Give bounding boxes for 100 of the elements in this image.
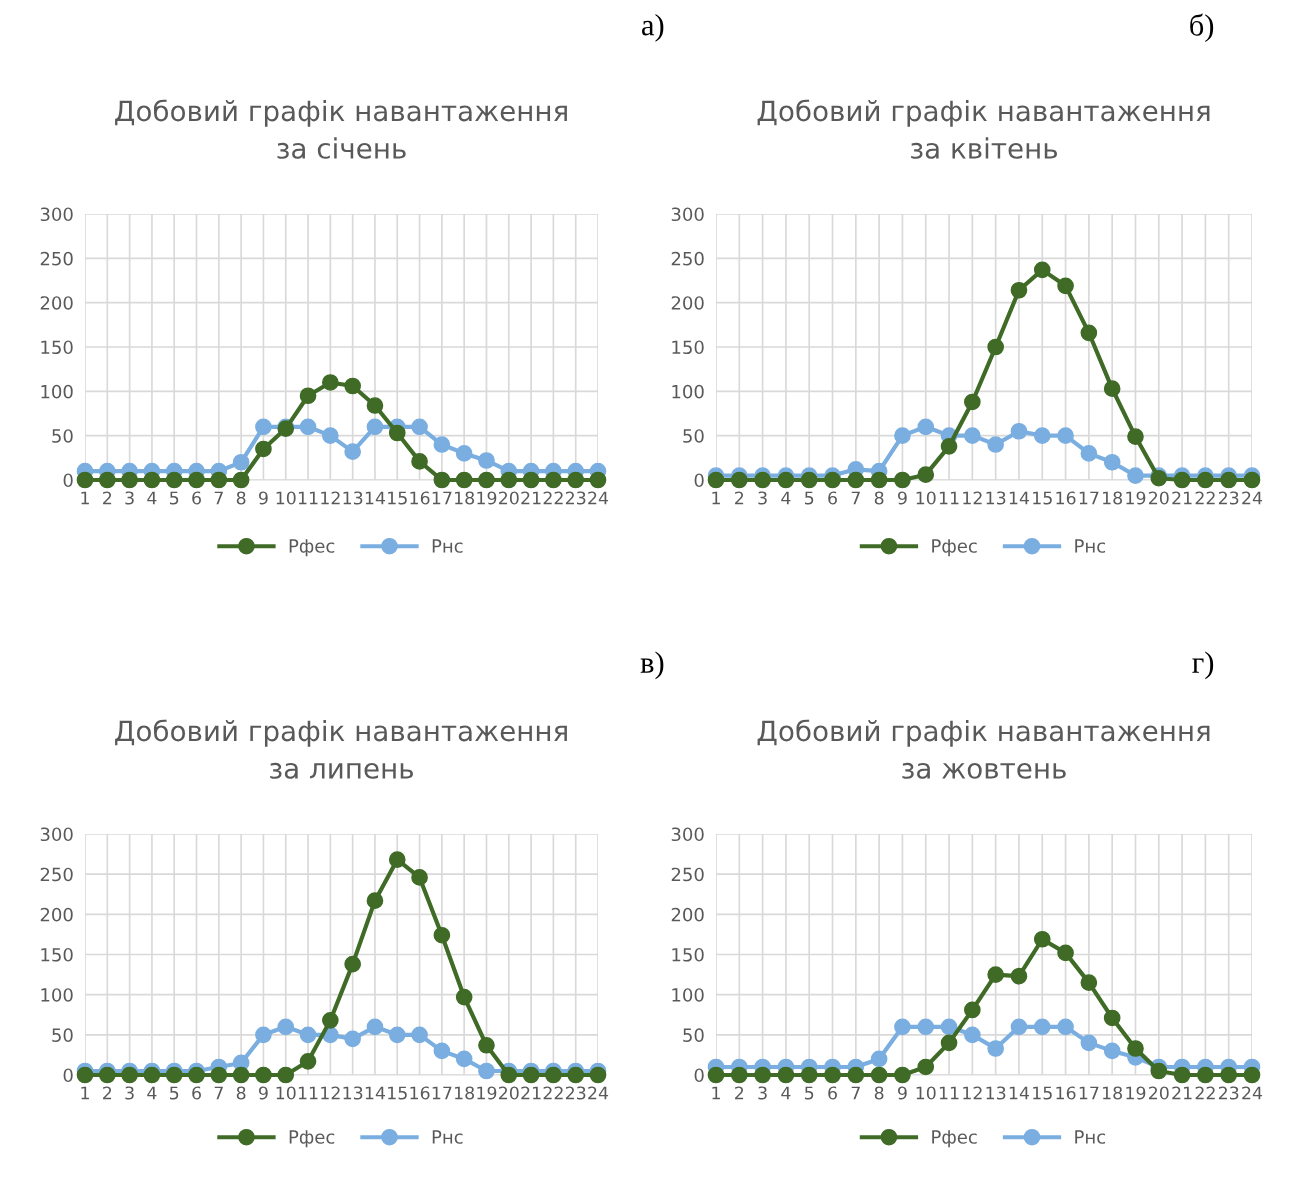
point: [1033, 427, 1051, 445]
x-tick-label: 22: [1195, 1086, 1215, 1100]
y-tick-label: 200: [671, 907, 704, 922]
point: [964, 1001, 981, 1019]
x-tick-label: 23: [565, 1086, 586, 1100]
x-tick-label: 10: [276, 1086, 296, 1100]
point: [917, 1058, 935, 1076]
point: [344, 955, 361, 973]
x-tick-label: 10: [276, 491, 296, 505]
point: [567, 1066, 585, 1084]
x-tick-label: 11: [298, 1086, 318, 1100]
point: [800, 1066, 818, 1084]
x-tick-label: 18: [1103, 491, 1123, 505]
point: [545, 471, 562, 489]
y-tick-label: 300: [671, 827, 704, 842]
point: [545, 1066, 562, 1084]
x-tick-label: 13: [343, 1086, 363, 1100]
point: [255, 440, 272, 458]
point: [1127, 428, 1144, 445]
point: [232, 471, 250, 489]
x-tick-label: 12: [321, 491, 340, 505]
x-tick-label: 15: [1033, 1086, 1052, 1100]
point: [188, 471, 205, 489]
point: [964, 393, 981, 411]
x-tick-label: 5: [805, 491, 814, 505]
point: [478, 1036, 495, 1054]
x-tick-label: 3: [758, 491, 767, 505]
y-tick-label: 100: [672, 988, 704, 1002]
point: [589, 1066, 607, 1084]
point: [964, 427, 981, 445]
point: [188, 1066, 205, 1084]
point: [366, 397, 384, 414]
x-tick-label: 19: [477, 1086, 497, 1100]
x-tick-label: 20: [499, 1086, 519, 1100]
y-tick-label: 150: [672, 340, 704, 355]
point: [366, 892, 384, 910]
y-tick-label: 250: [671, 867, 704, 882]
point: [478, 452, 495, 469]
x-tick-label: 14: [365, 491, 386, 505]
point: [1033, 1018, 1051, 1036]
x-tick-label: 1: [712, 491, 720, 505]
x-tick-label: 13: [986, 491, 1006, 505]
point: [1197, 471, 1214, 489]
point: [1103, 1042, 1121, 1060]
point: [1243, 1066, 1261, 1084]
point: [1057, 277, 1074, 295]
x-tick-label: 6: [192, 491, 201, 505]
x-tick-label: 21: [1172, 1086, 1192, 1100]
point: [255, 418, 272, 436]
point: [777, 1066, 795, 1084]
point: [522, 1066, 540, 1084]
x-tick-label: 1: [712, 1086, 720, 1100]
point: [433, 436, 451, 453]
x-tick-label: 16: [1056, 1086, 1076, 1100]
x-tick-label: 17: [1079, 491, 1099, 505]
point: [478, 1062, 495, 1080]
x-tick-label: 13: [986, 1086, 1006, 1100]
point: [1057, 1018, 1074, 1036]
x-tick-label: 15: [388, 491, 407, 505]
point: [1057, 427, 1074, 445]
point: [707, 1066, 725, 1084]
x-tick-label: 14: [1009, 1086, 1030, 1100]
x-tick-label: 21: [521, 1086, 541, 1100]
point: [940, 1018, 958, 1036]
point: [870, 1050, 888, 1068]
x-tick-label: 12: [321, 1086, 340, 1100]
x-tick-label: 2: [735, 491, 744, 505]
x-tick-label: 17: [1079, 1086, 1099, 1100]
x-tick-label: 6: [192, 1086, 201, 1100]
point: [433, 926, 451, 944]
y-tick-label: 200: [671, 296, 704, 310]
x-tick-label: 11: [939, 1086, 959, 1100]
x-tick-label: 5: [170, 1086, 179, 1100]
x-tick-label: 4: [147, 1086, 157, 1100]
x-tick-label: 9: [898, 491, 907, 505]
x-tick-label: 18: [1103, 1086, 1123, 1100]
x-tick-label: 2: [103, 1086, 112, 1100]
point: [894, 471, 911, 489]
point: [388, 1026, 406, 1044]
x-tick-label: 23: [1218, 491, 1239, 505]
x-tick-label: 10: [916, 491, 936, 505]
x-tick-label: 3: [125, 1086, 134, 1100]
x-tick-label: 11: [939, 491, 959, 505]
point: [210, 1066, 228, 1084]
x-tick-label: 1: [81, 1086, 89, 1100]
point: [255, 1066, 272, 1084]
point: [277, 1018, 295, 1036]
point: [165, 1066, 183, 1084]
point: [121, 471, 138, 489]
point: [411, 418, 428, 436]
point: [299, 418, 317, 436]
point: [567, 471, 585, 489]
legend-label: Рнс: [432, 539, 463, 553]
point: [455, 1050, 473, 1068]
x-tick-label: 2: [103, 491, 112, 505]
text: в): [640, 651, 664, 680]
point: [143, 471, 161, 489]
point: [730, 1066, 748, 1084]
y-tick-label: 200: [40, 296, 73, 310]
point: [411, 1026, 428, 1044]
